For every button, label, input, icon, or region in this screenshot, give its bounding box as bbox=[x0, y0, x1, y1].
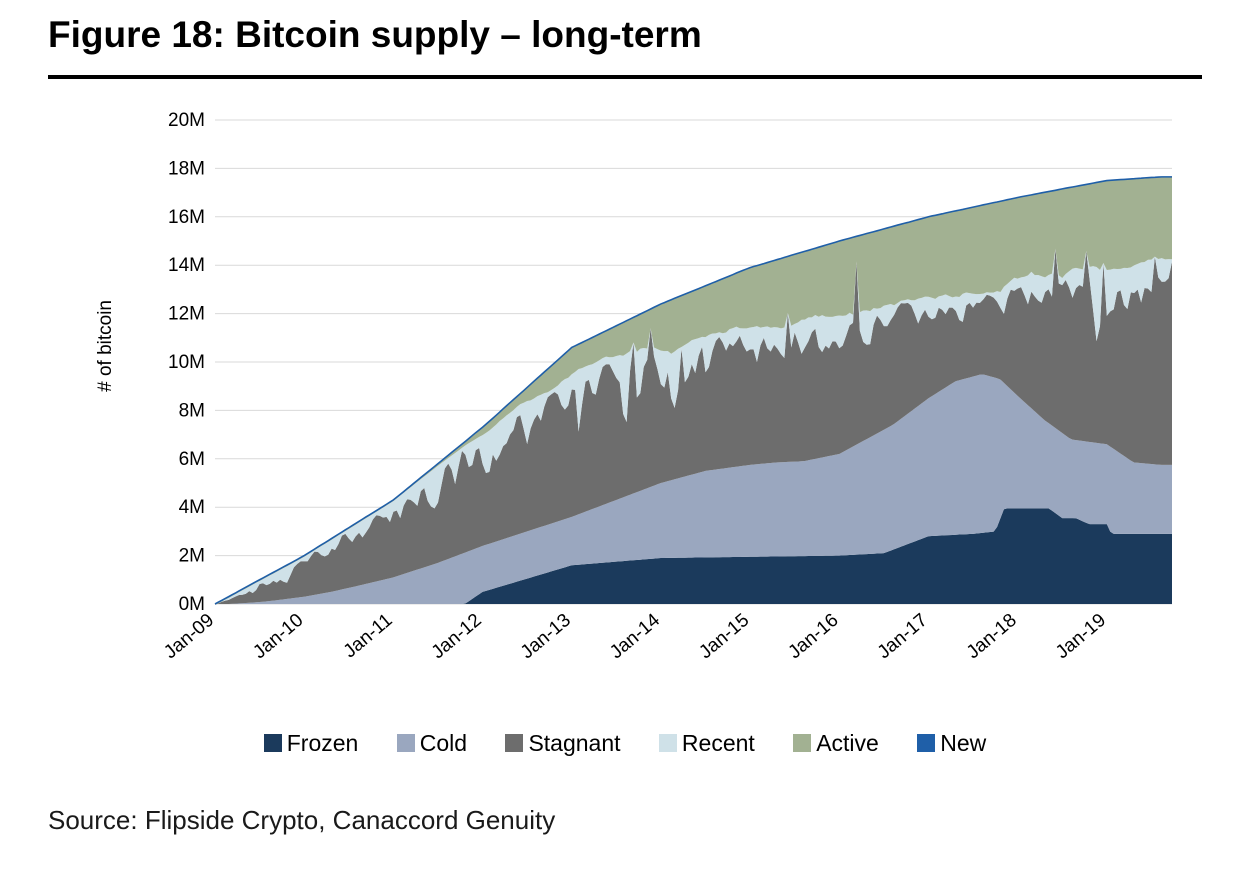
svg-text:4M: 4M bbox=[179, 497, 205, 518]
svg-text:Jan-10: Jan-10 bbox=[249, 610, 307, 663]
svg-text:10M: 10M bbox=[168, 352, 205, 373]
svg-text:8M: 8M bbox=[179, 400, 205, 421]
svg-text:Jan-12: Jan-12 bbox=[428, 610, 486, 663]
svg-text:Jan-16: Jan-16 bbox=[785, 610, 843, 663]
svg-text:Jan-19: Jan-19 bbox=[1052, 610, 1110, 663]
svg-text:Jan-14: Jan-14 bbox=[606, 609, 664, 663]
svg-text:Jan-11: Jan-11 bbox=[340, 610, 397, 663]
svg-text:Jan-13: Jan-13 bbox=[517, 610, 575, 663]
svg-text:Jan-18: Jan-18 bbox=[963, 610, 1021, 663]
svg-text:18M: 18M bbox=[168, 158, 205, 179]
svg-text:2M: 2M bbox=[179, 546, 205, 567]
svg-text:12M: 12M bbox=[168, 304, 205, 325]
svg-text:20M: 20M bbox=[168, 110, 205, 131]
svg-text:Jan-17: Jan-17 bbox=[874, 610, 932, 663]
svg-text:14M: 14M bbox=[168, 255, 205, 276]
svg-text:6M: 6M bbox=[179, 449, 205, 470]
svg-text:Jan-15: Jan-15 bbox=[695, 610, 753, 663]
svg-text:16M: 16M bbox=[168, 207, 205, 228]
svg-text:Jan-09: Jan-09 bbox=[160, 610, 218, 663]
